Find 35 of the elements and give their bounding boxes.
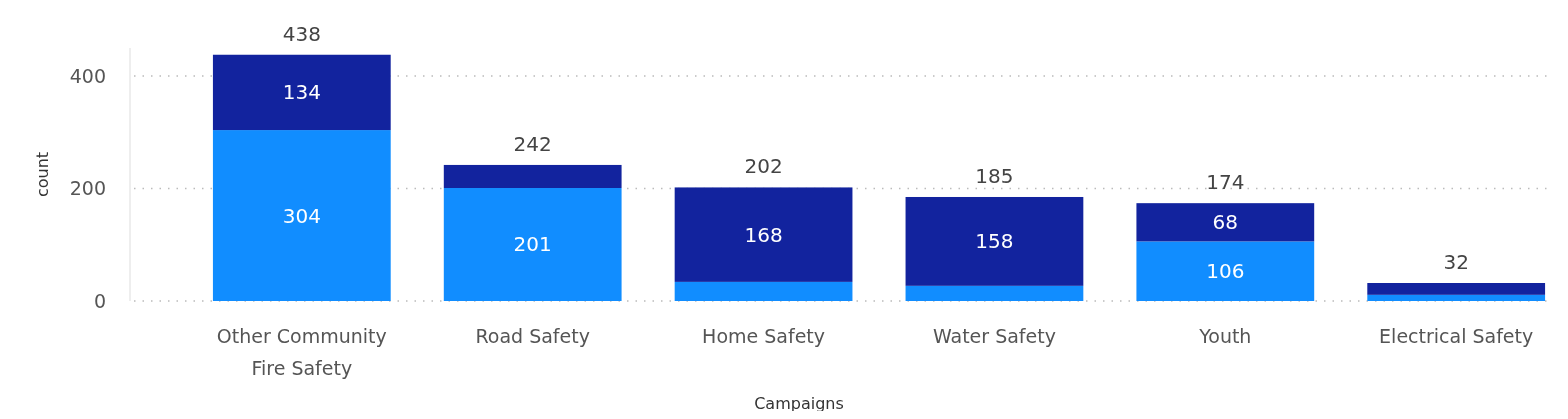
x-tick-label: Road Safety <box>475 325 590 347</box>
data-label: 134 <box>282 80 321 105</box>
bar <box>443 164 622 188</box>
bar <box>905 285 1084 301</box>
y-tick-label: 400 <box>69 64 106 87</box>
total-label: 185 <box>975 163 1014 188</box>
y-axis-title: count <box>33 151 52 198</box>
bar <box>212 54 391 131</box>
data-label: 304 <box>282 203 321 228</box>
y-tick-label: 200 <box>69 177 106 200</box>
bar <box>443 187 622 301</box>
y-tick-label: 0 <box>93 289 106 312</box>
bar <box>674 187 853 282</box>
x-tick-label: Home Safety <box>702 325 826 347</box>
total-label: 202 <box>744 154 783 179</box>
x-tick-label: Other Community Fire Safety <box>216 325 387 379</box>
bar <box>1136 203 1315 242</box>
total-label: 32 <box>1443 250 1469 275</box>
data-label: 158 <box>975 229 1014 254</box>
data-label: 201 <box>513 232 552 257</box>
total-label: 438 <box>282 21 321 46</box>
total-label: 242 <box>513 131 552 156</box>
bar <box>1367 294 1546 301</box>
total-label: 174 <box>1206 170 1245 195</box>
x-tick-label: Youth <box>1198 325 1252 347</box>
bar <box>212 130 391 301</box>
data-label: 68 <box>1212 210 1239 235</box>
data-label: 168 <box>744 222 783 247</box>
bar <box>1136 241 1315 301</box>
bar <box>1367 283 1546 295</box>
bar <box>674 281 853 301</box>
bar <box>905 196 1084 286</box>
data-label: 106 <box>1206 259 1245 284</box>
x-tick-label: Water Safety <box>932 325 1056 347</box>
x-tick-label: Electrical Safety <box>1379 325 1534 347</box>
